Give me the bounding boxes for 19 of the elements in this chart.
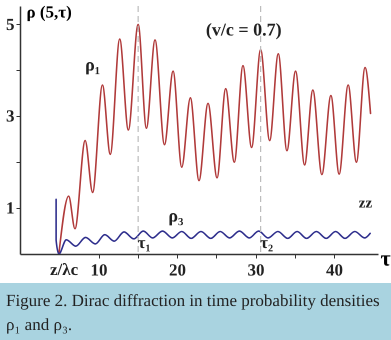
y-axis-title: ρ (5,τ) [26, 2, 72, 22]
annotation: (v/c = 0.7) [206, 19, 282, 40]
text: z/λc [50, 260, 79, 279]
line-series [55, 198, 371, 254]
annotation: zz [358, 196, 372, 212]
x-tick-label: 20 [169, 260, 186, 280]
caption: Figure 2. Dirac diffraction in time probability densities ρ₁ and ρ₃. [0, 283, 391, 340]
ref-line-label: τ₁ [138, 233, 151, 252]
line-series [58, 24, 372, 254]
x-tick-label: 10 [90, 260, 108, 280]
y-tick-label: 5 [6, 14, 14, 34]
y-tick-label: 1 [6, 198, 14, 218]
series-label: ρ₃ [168, 205, 184, 226]
ref-line-label: τ₂ [260, 233, 274, 252]
x-tick-label: 40 [326, 260, 344, 280]
y-tick-label: 3 [6, 106, 14, 126]
x-tick-label: 30 [248, 260, 265, 280]
series-label: ρ₁ [85, 54, 100, 75]
x-axis-title: τ [380, 246, 391, 270]
